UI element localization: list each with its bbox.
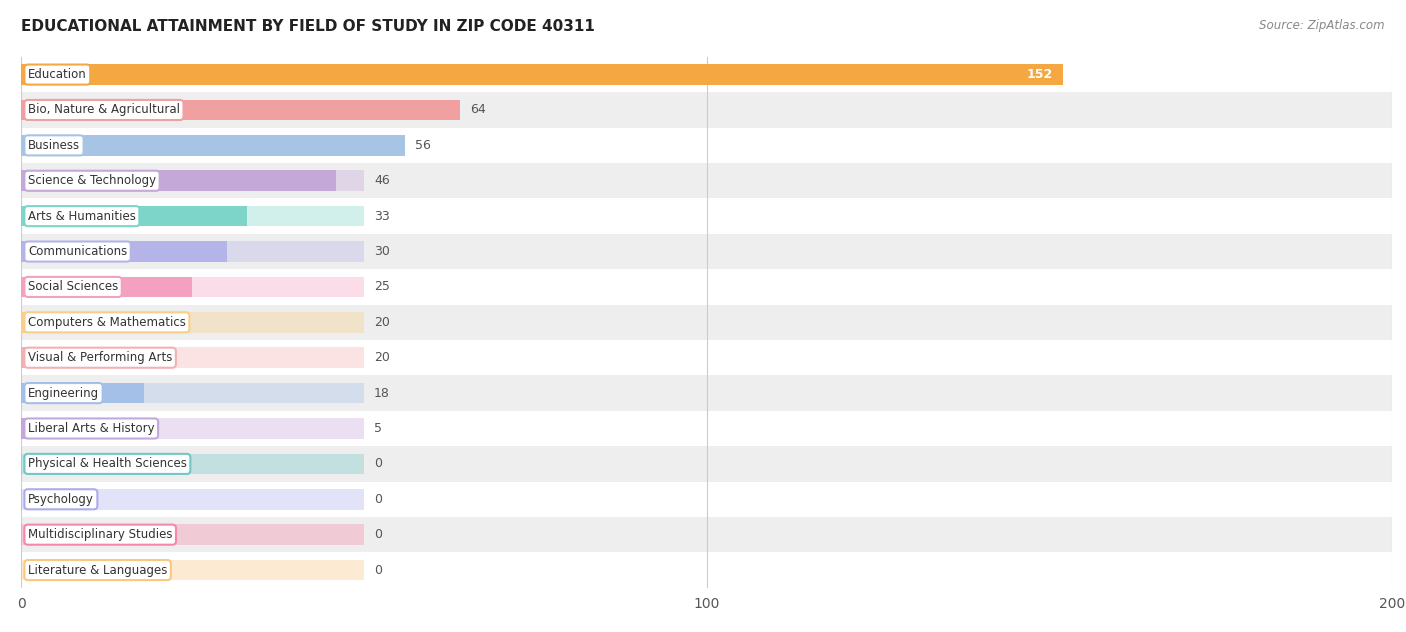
Bar: [21, 57, 1392, 92]
Bar: [21, 517, 1392, 552]
Text: Visual & Performing Arts: Visual & Performing Arts: [28, 351, 173, 364]
Bar: [21, 241, 226, 262]
Bar: [21, 135, 364, 155]
Bar: [21, 552, 1392, 588]
Bar: [21, 312, 159, 332]
Bar: [21, 446, 1392, 482]
Bar: [21, 348, 364, 368]
Text: Education: Education: [28, 68, 87, 81]
Text: 56: 56: [415, 139, 432, 152]
Text: Business: Business: [28, 139, 80, 152]
Bar: [21, 135, 405, 155]
Text: 152: 152: [1026, 68, 1053, 81]
Text: Arts & Humanities: Arts & Humanities: [28, 210, 136, 222]
Bar: [21, 383, 364, 403]
Bar: [21, 64, 1063, 85]
Bar: [21, 482, 1392, 517]
Bar: [21, 171, 336, 191]
Bar: [21, 383, 145, 403]
Bar: [21, 348, 159, 368]
Bar: [21, 234, 1392, 269]
Bar: [21, 305, 1392, 340]
Bar: [21, 92, 1392, 128]
Bar: [21, 100, 460, 120]
Text: 0: 0: [374, 528, 382, 541]
Text: 64: 64: [470, 104, 486, 116]
Text: Bio, Nature & Agricultural: Bio, Nature & Agricultural: [28, 104, 180, 116]
Bar: [21, 241, 364, 262]
Bar: [21, 277, 193, 297]
Text: 0: 0: [374, 564, 382, 576]
Text: Multidisciplinary Studies: Multidisciplinary Studies: [28, 528, 173, 541]
Bar: [21, 525, 364, 545]
Bar: [21, 64, 364, 85]
Text: 33: 33: [374, 210, 389, 222]
Bar: [21, 489, 364, 509]
Text: 30: 30: [374, 245, 389, 258]
Text: Engineering: Engineering: [28, 387, 98, 399]
Text: 0: 0: [374, 493, 382, 506]
Bar: [21, 128, 1392, 163]
Bar: [21, 163, 1392, 198]
Bar: [21, 171, 364, 191]
Bar: [21, 375, 1392, 411]
Bar: [21, 454, 364, 474]
Text: Source: ZipAtlas.com: Source: ZipAtlas.com: [1260, 19, 1385, 32]
Text: 0: 0: [374, 458, 382, 470]
Bar: [21, 418, 364, 439]
Bar: [21, 418, 55, 439]
Bar: [21, 206, 247, 226]
Text: 25: 25: [374, 281, 389, 293]
Bar: [21, 340, 1392, 375]
Bar: [21, 560, 364, 580]
Text: 46: 46: [374, 174, 389, 187]
Text: Psychology: Psychology: [28, 493, 94, 506]
Text: Social Sciences: Social Sciences: [28, 281, 118, 293]
Text: 20: 20: [374, 316, 389, 329]
Text: Science & Technology: Science & Technology: [28, 174, 156, 187]
Bar: [21, 198, 1392, 234]
Text: 18: 18: [374, 387, 389, 399]
Text: Physical & Health Sciences: Physical & Health Sciences: [28, 458, 187, 470]
Text: 5: 5: [374, 422, 382, 435]
Text: Literature & Languages: Literature & Languages: [28, 564, 167, 576]
Text: 20: 20: [374, 351, 389, 364]
Bar: [21, 411, 1392, 446]
Text: Computers & Mathematics: Computers & Mathematics: [28, 316, 186, 329]
Text: Liberal Arts & History: Liberal Arts & History: [28, 422, 155, 435]
Bar: [21, 277, 364, 297]
Bar: [21, 312, 364, 332]
Text: EDUCATIONAL ATTAINMENT BY FIELD OF STUDY IN ZIP CODE 40311: EDUCATIONAL ATTAINMENT BY FIELD OF STUDY…: [21, 19, 595, 34]
Bar: [21, 269, 1392, 305]
Bar: [21, 206, 364, 226]
Bar: [21, 100, 364, 120]
Text: Communications: Communications: [28, 245, 127, 258]
